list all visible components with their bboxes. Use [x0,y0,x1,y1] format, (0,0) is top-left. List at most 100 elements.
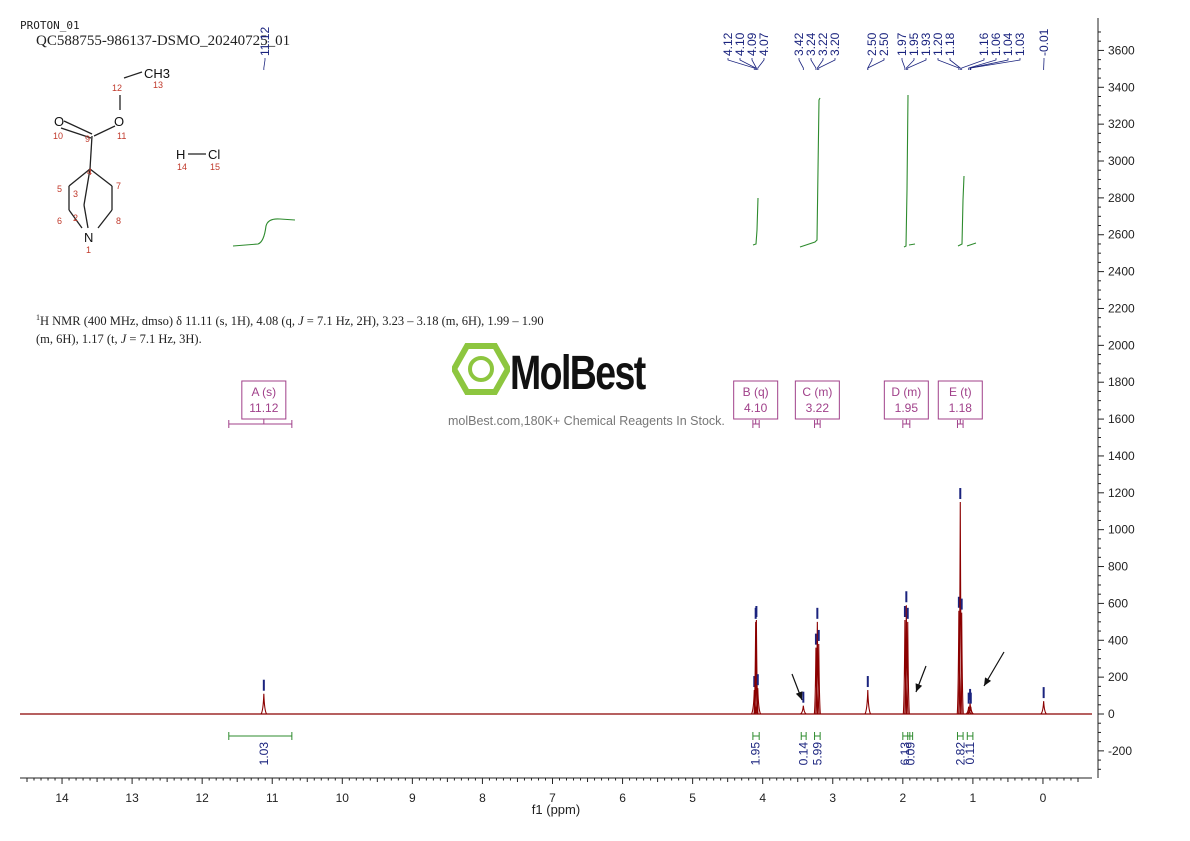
spectrum-peak [813,647,819,715]
peak-label: 4.10 [733,32,747,56]
spectrum-peak [956,610,962,715]
atom-number-13: 13 [153,80,163,90]
y-tick-label: 600 [1108,596,1128,610]
atom-number-3: 3 [73,189,78,199]
integral-curve [903,94,909,248]
integral-value: 1.03 [257,742,271,766]
y-axis: 3600340032003000280026002400220020001800… [1097,18,1135,778]
spectrum-peak [815,621,820,715]
atom-number-11: 11 [117,131,126,141]
peak-label: 1.16 [977,32,991,56]
peak-label-connector [810,58,817,70]
multiplet-shift: 1.95 [895,401,919,415]
spectrum-peak [967,706,974,715]
integral-curve [752,197,759,246]
atom-number-4: 4 [87,167,92,177]
peak-label-connector [907,58,927,70]
multiplet-shift: 11.12 [249,401,278,415]
peak-label-connector [757,58,765,70]
spectrum [20,488,1092,715]
spectrum-peak [905,621,910,715]
peak-label-connector [970,58,1021,70]
y-tick-label: 800 [1108,560,1128,574]
spectrum-peak [902,619,908,715]
atom-number-9: 9 [85,134,90,144]
y-tick-label: 1600 [1108,412,1135,426]
peak-labels: 11.12 4.124.104.094.07 3.423.243.223.20 2.5… [258,27,1051,70]
peak-label: 1.20 [931,32,945,56]
spectrum-peak [1040,701,1047,715]
atom-number-14: 14 [177,162,187,172]
peak-label: 1.97 [895,32,909,56]
peak-label: 1.04 [1001,32,1015,56]
peak-label: 3.24 [804,32,818,56]
atom-number-7: 7 [116,181,121,191]
coupling-constant-symbol: J [120,332,127,347]
peak-label: 1.03 [1013,32,1027,56]
x-axis-label: f1 (ppm) [532,802,580,817]
peak-label-connector [961,58,985,70]
nmr-description-line-1: 1H NMR (400 MHz, dmso) δ 11.11 (s, 1H), … [36,309,544,330]
peak-label-connector [937,58,960,70]
x-tick-label: 5 [689,791,696,805]
molbest-logo-icon [452,343,510,395]
annotation-arrows [791,651,1005,701]
spectrum-peak [753,621,758,715]
nmr-description: 1H NMR (400 MHz, dmso) δ 11.11 (s, 1H), … [36,309,544,348]
multiplet-label: A (s) [251,385,276,399]
experiment-name: PROTON_01 [20,19,80,32]
integral-value: 1.95 [749,742,763,766]
y-tick-label: 2600 [1108,228,1135,242]
x-tick-label: 1 [970,791,977,805]
description-text-1b: = 7.1 Hz, 2H), 3.23 – 3.18 (m, 6H), 1.99… [303,314,544,329]
integral-curve [966,242,977,247]
spectrum-peak [800,705,807,715]
integral-curve [957,175,965,247]
atom-number-12: 12 [112,83,122,93]
peak-label-connector [739,58,757,70]
x-tick-label: 7 [549,791,556,805]
description-text-2a: (m, 6H), 1.17 (t, [36,332,121,347]
peak-label: 2.50 [877,32,891,56]
arrow-head [795,691,803,700]
integral-curves [232,94,977,248]
integral-value: 0.14 [796,742,810,766]
isotope-superscript: 1 [36,313,40,322]
spectrum-peak [959,612,964,715]
x-tick-label: 8 [479,791,486,805]
peak-label: 4.12 [721,32,735,56]
y-tick-label: 0 [1108,707,1115,721]
multiplet-boxes: A (s) 11.12 B (q) 4.10 C (m) 3.22 D (m) 1.95 E (… [228,380,983,428]
x-tick-label: 6 [619,791,626,805]
peak-label-connector [867,58,885,70]
atom-number-5: 5 [57,184,62,194]
peak-label: -0.01 [1037,28,1051,56]
peak-label-connector [949,58,961,70]
spectrum-peak [864,690,872,715]
integral-value: 6.13 [898,742,912,766]
x-tick-label: 14 [55,791,69,805]
x-tick-label: 13 [125,791,139,805]
description-text-1a: H NMR (400 MHz, dmso) δ 11.11 (s, 1H), 4… [40,314,299,329]
integral-curve [232,218,296,247]
spectrum-peak [965,706,972,715]
y-tick-label: 2800 [1108,191,1135,205]
atom-cl15: Cl [208,147,220,162]
atom-n1: N [84,230,93,245]
multiplet-shift: 1.18 [949,401,973,415]
integral-value: 0.11 [963,742,977,765]
multiplet-shift: 4.10 [744,401,768,415]
peak-label: 4.07 [757,32,771,56]
multiplet-label: D (m) [891,385,921,399]
y-tick-label: 1000 [1108,523,1135,537]
peak-label: 3.22 [816,32,830,56]
atom-number-15: 15 [210,162,220,172]
atom-o10: O [54,114,64,129]
y-tick-label: 400 [1108,633,1128,647]
y-tick-label: 1200 [1108,486,1135,500]
atom-number-6: 6 [57,216,62,226]
peak-label-connector [263,58,266,70]
arrow-head [915,683,923,692]
x-axis: 14 13 12 11 10 9 8 7 6 5 4 3 2 1 0 [20,777,1092,805]
multiplet-label: C (m) [802,385,832,399]
